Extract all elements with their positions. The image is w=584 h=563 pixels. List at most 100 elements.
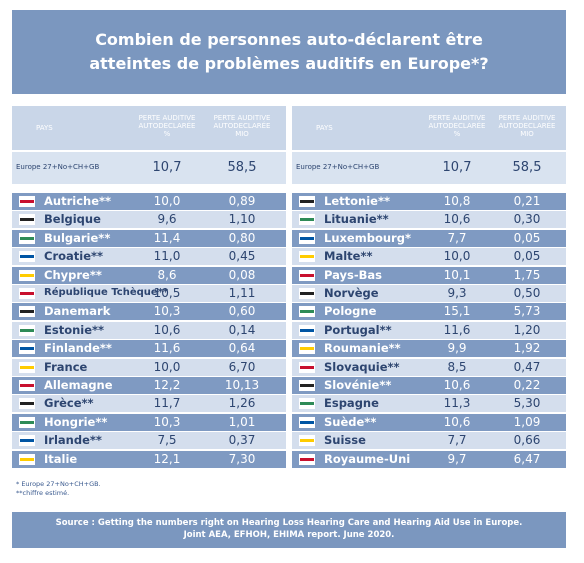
flag-icon	[19, 380, 35, 391]
mio-value: 0,05	[513, 249, 541, 264]
mio-value: 0,50	[513, 286, 541, 300]
title-banner: Combien de personnes auto-déclarent être…	[12, 10, 566, 94]
percent-value: 10,3	[153, 304, 181, 319]
country-name: Malte**	[324, 249, 373, 264]
flag-icon	[299, 306, 315, 318]
mio-value: 10,13	[224, 378, 260, 392]
mio-value: 1,75	[513, 267, 541, 282]
mio-value: 0,45	[228, 249, 256, 264]
table-row: Luxembourg* 7,7 0,05	[292, 229, 566, 247]
mio-value: 6,47	[513, 451, 541, 466]
table-row: Bulgarie** 11,4 0,80	[12, 229, 286, 247]
table-row: République Tchèque** 10,5 1,11	[12, 285, 286, 302]
table-row: Lettonie** 10,8 0,21	[292, 193, 566, 210]
table-row: Portugal** 11,6 1,20	[292, 321, 566, 339]
percent-value: 11,7	[153, 396, 181, 411]
percent-value: 10,0	[153, 359, 181, 374]
percent-value: 10,3	[153, 414, 181, 429]
flag-icon	[299, 435, 315, 447]
country-name: Suède**	[324, 414, 377, 429]
flag-icon	[19, 398, 35, 410]
column-header: PAYS	[316, 124, 333, 132]
flag-icon	[19, 288, 35, 299]
table-row: Royaume-Uni 9,7 6,47	[292, 450, 566, 468]
percent-value: 10,8	[443, 194, 471, 208]
country-name: Estonie**	[44, 322, 105, 337]
mio-value: 0,21	[513, 194, 541, 208]
flag-icon	[19, 251, 35, 263]
percent-value: 8,5	[447, 359, 467, 374]
table-row: Hongrie** 10,3 1,01	[12, 413, 286, 431]
percent-value: 11,0	[153, 249, 181, 264]
flag-icon	[19, 435, 35, 447]
table-row: Croatie** 11,0 0,45	[12, 248, 286, 266]
percent-value: 9,6	[157, 212, 177, 227]
flag-icon	[19, 232, 35, 244]
table-row: Pologne 15,1 5,73	[292, 303, 566, 321]
table-row: Danemark 10,3 0,60	[12, 303, 286, 321]
flag-icon	[299, 416, 315, 428]
flag-icon	[19, 343, 35, 355]
percent-value: 9,9	[447, 341, 467, 356]
mio-value: 0,47	[513, 359, 541, 374]
percent-value: 11,6	[443, 322, 471, 337]
flag-icon	[299, 343, 315, 355]
summary-label: Europe 27+No+CH+GB	[16, 163, 100, 171]
source-line: Joint AEA, EFHOH, EHIMA report. June 202…	[183, 530, 395, 540]
country-name: Slovaquie**	[324, 359, 400, 374]
country-name: Norvège	[324, 286, 379, 300]
country-name: Danemark	[44, 304, 111, 319]
percent-value: 10,0	[153, 194, 181, 208]
mio-value: 5,30	[513, 396, 541, 411]
table-row: Italie 12,1 7,30	[12, 450, 286, 468]
percent-value: 9,3	[447, 286, 467, 300]
mio-value: 0,22	[513, 378, 541, 392]
summary-label: Europe 27+No+CH+GB	[296, 163, 380, 171]
table-row: France 10,0 6,70	[12, 358, 286, 376]
country-name: Allemagne	[44, 378, 113, 392]
flag-icon	[19, 269, 35, 281]
country-name: Italie	[44, 451, 78, 466]
flag-icon	[299, 324, 315, 336]
mio-value: 0,89	[228, 194, 256, 208]
country-name: Bulgarie**	[44, 230, 111, 245]
country-name: Autriche**	[44, 194, 112, 208]
summary-value: 10,7	[442, 160, 472, 175]
table-row: Belgique 9,6 1,10	[12, 211, 286, 229]
flag-icon	[19, 214, 35, 226]
country-name: Lituanie**	[324, 212, 389, 227]
flag-icon	[19, 324, 35, 336]
table-row: Roumanie** 9,9 1,92	[292, 340, 566, 358]
country-name: Suisse	[324, 433, 366, 448]
mio-value: 0,05	[513, 230, 541, 245]
table-row: Slovaquie** 8,5 0,47	[292, 358, 566, 376]
mio-value: 1,11	[228, 286, 256, 300]
percent-value: 11,3	[443, 396, 471, 411]
summary-value: 58,5	[227, 160, 257, 175]
column-header: PERTE AUDITIVE AUTODECLARÉE %	[428, 114, 486, 138]
country-name: Irlande**	[44, 433, 102, 448]
country-name: Luxembourg*	[324, 230, 411, 245]
percent-value: 7,5	[157, 433, 177, 448]
mio-value: 0,37	[228, 433, 256, 448]
title-line: atteintes de problèmes auditifs en Europ…	[89, 54, 489, 73]
table-row: Allemagne 12,2 10,13	[12, 377, 286, 394]
flag-icon	[19, 361, 35, 373]
percent-value: 7,7	[447, 433, 467, 448]
table-row: Espagne 11,3 5,30	[292, 395, 566, 413]
mio-value: 0,80	[228, 230, 256, 245]
mio-value: 1,92	[513, 341, 541, 356]
source-line: Source : Getting the numbers right on He…	[55, 518, 523, 528]
country-name: Roumanie**	[324, 341, 401, 356]
summary-value: 10,7	[152, 160, 182, 175]
country-name: Chypre**	[44, 267, 102, 282]
table-row: Pays-Bas 10,1 1,75	[292, 266, 566, 284]
source-banner: Source : Getting the numbers right on He…	[12, 512, 566, 548]
mio-value: 7,30	[228, 451, 256, 466]
footnote: **chiffre estimé.	[16, 489, 70, 497]
percent-value: 10,1	[443, 267, 471, 282]
mio-value: 0,60	[228, 304, 256, 319]
flag-icon	[19, 306, 35, 318]
percent-value: 7,7	[447, 230, 467, 245]
